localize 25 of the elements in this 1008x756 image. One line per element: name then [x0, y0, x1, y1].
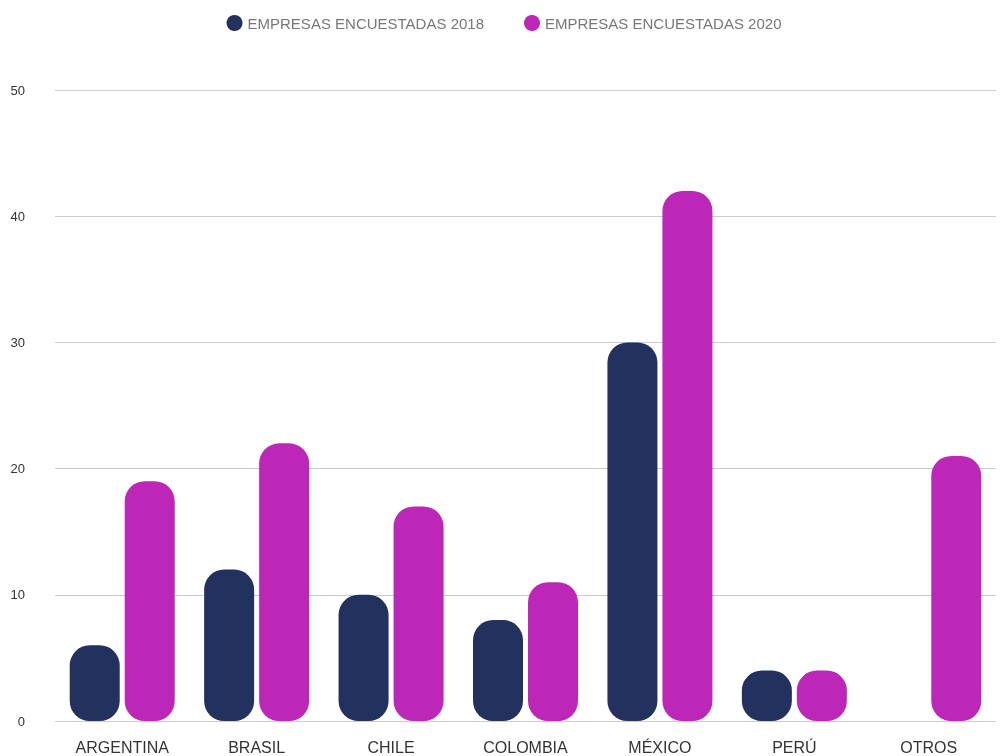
x-tick-label: BRASIL [228, 738, 286, 756]
bar [931, 455, 982, 721]
y-tick-label: 0 [17, 713, 25, 729]
x-tick-label: ARGENTINA [75, 738, 170, 756]
y-tick-label: 20 [10, 461, 25, 477]
bar [662, 190, 713, 721]
bar [528, 582, 578, 721]
x-tick-label: CHILE [367, 738, 415, 756]
legend-label: EMPRESAS ENCUESTADAS 2020 [545, 14, 782, 32]
bar [259, 443, 310, 721]
y-tick-label: 50 [10, 82, 25, 98]
bar [473, 620, 523, 721]
bar [393, 506, 444, 721]
x-tick-label: OTROS [900, 738, 958, 756]
x-tick-label: COLOMBIA [483, 738, 569, 756]
bar [204, 569, 255, 721]
bar [607, 342, 658, 721]
legend-label: EMPRESAS ENCUESTADAS 2018 [247, 14, 485, 32]
bar [124, 481, 175, 721]
y-tick-label: 30 [10, 334, 25, 350]
x-tick-label: MÉXICO [628, 737, 692, 756]
bar [338, 594, 389, 721]
y-tick-label: 40 [10, 208, 25, 224]
x-tick-label: PERÚ [772, 737, 817, 756]
y-tick-label: 10 [10, 587, 25, 603]
